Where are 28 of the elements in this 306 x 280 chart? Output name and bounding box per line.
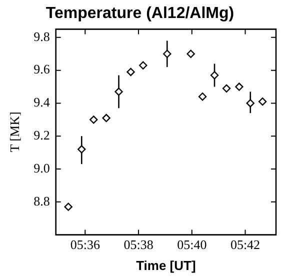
point (186, 50, 195, 58)
point (114, 88, 123, 96)
point (126, 68, 135, 76)
x-tick-label: 05:42 (230, 237, 260, 252)
x-tick-label: 05:40 (177, 237, 207, 252)
point (235, 82, 244, 91)
y-tick-label: 9.0 (34, 160, 50, 176)
point (210, 71, 219, 80)
point (258, 97, 267, 106)
x-axis-title: Time [UT] (136, 258, 196, 273)
point (78, 145, 86, 154)
y-tick-label: 9.6 (34, 62, 50, 77)
point (102, 114, 110, 122)
point (64, 202, 72, 211)
point (90, 116, 98, 124)
y-tick-label: 9.8 (34, 28, 50, 44)
point (139, 61, 148, 70)
y-axis-title: T [MK] (7, 112, 22, 152)
point (198, 92, 207, 101)
x-tick-label: 05:38 (124, 237, 154, 252)
chart-title: Temperature (Al12/AlMg) (46, 5, 234, 22)
point (222, 84, 231, 93)
y-tick-label: 8.8 (34, 193, 50, 208)
x-tick-label: 05:36 (70, 237, 100, 252)
y-tick-label: 9.4 (34, 94, 50, 110)
y-tick-label: 9.2 (34, 128, 50, 143)
point (246, 99, 254, 108)
point (163, 50, 172, 58)
